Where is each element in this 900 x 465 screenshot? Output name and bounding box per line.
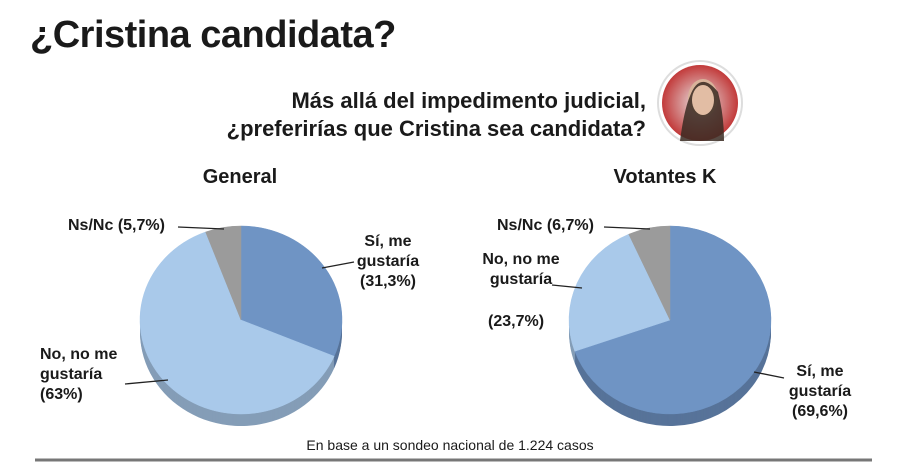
slice-label: No, no me gustaría (63%) — [40, 345, 140, 405]
slice-label: Sí, me gustaría (69,6%) — [780, 362, 860, 422]
category-label: Sí, me gustaría — [788, 363, 852, 400]
leader-line — [551, 284, 583, 289]
question: Más allá del impedimento judicial, — [291, 88, 646, 113]
slice-label: Ns/Nc (6,7%) — [497, 216, 594, 236]
slice — [574, 225, 772, 415]
leader-line — [753, 371, 785, 379]
chart-title: Votantes K — [613, 166, 717, 188]
slice-label: Ns/Nc (5,7%) — [68, 216, 165, 236]
value-label: (31,3%) — [359, 273, 417, 290]
slice — [139, 231, 335, 415]
category-label: Sí, me gustaría — [356, 233, 420, 270]
value-label: (63%) — [40, 386, 83, 403]
question: ¿preferirías que Cristina sea candidata? — [226, 116, 646, 141]
category-label: No, no me gustaría — [482, 251, 560, 288]
slice-label: (23,7%) — [488, 312, 544, 332]
slice — [568, 233, 671, 352]
leader-line — [603, 226, 651, 230]
value-label: (6,7%) — [546, 217, 594, 234]
note: En base a un sondeo nacional de 1.224 ca… — [306, 437, 594, 453]
category-label: No, no me gustaría — [40, 346, 118, 383]
slice — [628, 225, 671, 321]
portrait-face — [692, 85, 714, 115]
category-label: Ns/Nc — [68, 217, 114, 234]
slice — [205, 225, 242, 321]
page-title: ¿Cristina candidata? — [30, 14, 396, 56]
value-label: (5,7%) — [117, 217, 165, 234]
slice-label: No, no me gustaría — [476, 250, 566, 290]
value-label: (69,6%) — [791, 403, 849, 420]
chart-title: General — [202, 166, 278, 188]
category-label: Ns/Nc — [497, 217, 543, 234]
leader-line — [124, 379, 169, 385]
leader-line — [177, 226, 225, 230]
value-label: (23,7%) — [488, 313, 545, 330]
slice-label: Sí, me gustaría (31,3%) — [348, 232, 428, 292]
leader-line — [321, 261, 355, 269]
